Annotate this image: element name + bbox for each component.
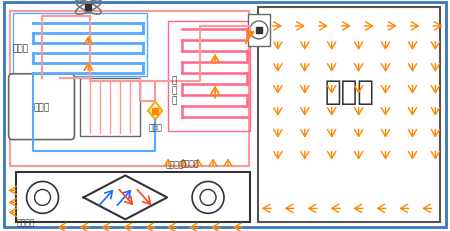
Text: 新风出口: 新风出口	[166, 160, 184, 169]
Bar	[248, 15, 270, 47]
FancyBboxPatch shape	[9, 74, 74, 140]
Bar	[258, 8, 441, 222]
Text: 烘干房: 烘干房	[325, 77, 374, 105]
Text: 冷: 冷	[171, 76, 177, 85]
Bar	[9, 12, 249, 166]
Text: 器: 器	[171, 96, 177, 105]
Bar	[168, 22, 250, 131]
Text: 新风进口: 新风进口	[16, 217, 35, 226]
Bar	[13, 14, 147, 76]
Bar	[16, 173, 250, 222]
Circle shape	[27, 182, 58, 213]
Text: 节涨阀: 节涨阀	[148, 123, 162, 131]
Circle shape	[192, 182, 224, 213]
Text: 蔭发器: 蔭发器	[13, 44, 29, 53]
Text: 凝: 凝	[171, 86, 177, 95]
Text: 新风出口: 新风出口	[181, 159, 199, 168]
Bar	[81, 79, 140, 136]
Text: 压缩机: 压缩机	[33, 103, 50, 112]
